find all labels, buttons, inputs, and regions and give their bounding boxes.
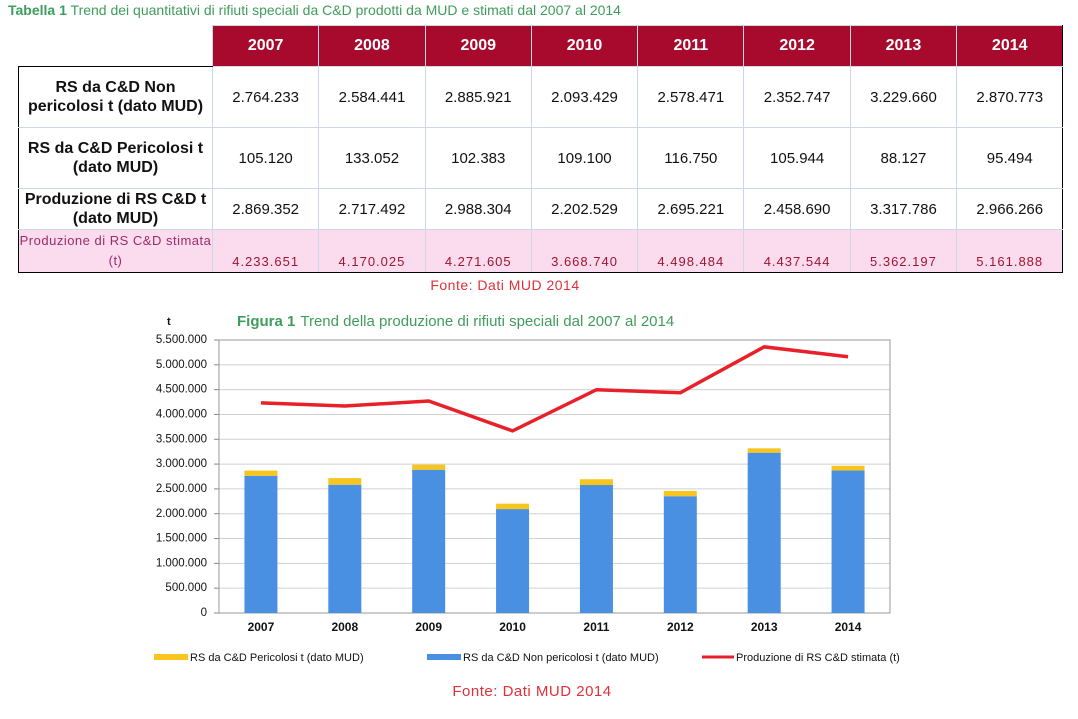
- column-header: 2010: [530, 25, 639, 67]
- legend-swatch: [427, 654, 461, 660]
- table-row: RS da C&D Pericolosi t (dato MUD) 105.120…: [18, 127, 1064, 189]
- table-row: RS da C&D Non pericolosi t (dato MUD) 2.7…: [18, 66, 1064, 128]
- bar: [831, 470, 865, 613]
- cell: 102.383: [424, 127, 532, 189]
- bar: [496, 509, 530, 613]
- cell: 2.202.529: [530, 188, 639, 230]
- chart-source: Fonte: Dati MUD 2014: [452, 683, 611, 700]
- y-tick-label: 500.000: [165, 582, 207, 594]
- table-caption: Tabella 1 Trend dei quantitativi di rifi…: [8, 2, 621, 18]
- cell: 109.100: [530, 127, 639, 189]
- column-header: 2014: [956, 25, 1064, 67]
- cell: 2.717.492: [318, 188, 426, 230]
- cell: 2.695.221: [637, 188, 745, 230]
- chart-title: Figura 1 Trend della produzione di rifiut…: [237, 313, 674, 330]
- y-tick-label: 4.000.000: [156, 408, 207, 420]
- y-tick-label: 3.500.000: [156, 433, 207, 445]
- bar: [747, 452, 781, 613]
- plot-border: [218, 339, 891, 614]
- table-row: Produzione di RS C&D t (dato MUD) 2.869.3…: [18, 188, 1064, 230]
- bar: [412, 464, 446, 470]
- x-tick-label: 2007: [248, 620, 275, 634]
- table-source: Fonte: Dati MUD 2014: [430, 277, 580, 293]
- cell: 4.170.025: [318, 229, 426, 273]
- y-tick-label: 2.000.000: [156, 508, 207, 520]
- legend-label: Produzione di RS C&D stimata (t): [736, 652, 900, 664]
- table-row: Produzione di RS C&D stimata (t) 4.233.65…: [18, 229, 1064, 273]
- cell: 95.494: [956, 127, 1064, 189]
- cell: 2.885.921: [424, 66, 532, 128]
- bar: [831, 465, 865, 471]
- y-tick-label: 2.500.000: [156, 483, 207, 495]
- cell: 2.578.471: [637, 66, 745, 128]
- x-tick-label: 2011: [583, 620, 609, 634]
- y-tick-label: 1.000.000: [156, 557, 207, 569]
- bar: [244, 475, 278, 613]
- cell: 2.584.441: [318, 66, 426, 128]
- bar: [663, 490, 697, 497]
- y-tick-label: 1.500.000: [156, 533, 207, 545]
- x-tick-label: 2008: [331, 620, 358, 634]
- data-table: 2007 2008 2009 2010 2011 2012 2013 2014 RS da C&…: [18, 25, 1064, 273]
- bar: [663, 496, 697, 613]
- cell: 2.869.352: [211, 188, 320, 230]
- cell: 133.052: [318, 127, 426, 189]
- cell: 2.966.266: [956, 188, 1064, 230]
- x-tick-label: 2009: [415, 620, 442, 634]
- cell: 3.229.660: [849, 66, 958, 128]
- cell: 5.161.888: [956, 229, 1064, 273]
- cell: 3.668.740: [530, 229, 639, 273]
- cell: 2.352.747: [743, 66, 851, 128]
- cell: 105.120: [211, 127, 320, 189]
- bar: [328, 484, 362, 613]
- title-label: Figura 1: [237, 313, 295, 330]
- column-header: 2009: [424, 25, 532, 67]
- row-label: RS da C&D Non pericolosi t (dato MUD): [18, 66, 213, 128]
- x-tick-label: 2010: [499, 620, 526, 634]
- y-tick-label: 5.500.000: [156, 334, 207, 346]
- title-text: Trend della produzione di rifiuti specia…: [300, 313, 674, 330]
- row-label: Produzione di RS C&D t (dato MUD): [18, 188, 213, 230]
- caption-label: Tabella 1: [8, 2, 67, 18]
- header-row: 2007 2008 2009 2010 2011 2012 2013 2014: [18, 25, 1064, 67]
- legend-swatch: [154, 654, 188, 660]
- column-header: 2011: [637, 25, 745, 67]
- cell: 3.317.786: [849, 188, 958, 230]
- cell: 4.233.651: [211, 229, 320, 273]
- caption-text: Trend dei quantitativi di rifiuti specia…: [70, 2, 621, 18]
- line: [260, 345, 849, 433]
- bar: [579, 479, 613, 486]
- y-tick-label: 4.500.000: [156, 384, 207, 396]
- column-header: 2008: [318, 25, 426, 67]
- cell: 88.127: [849, 127, 958, 189]
- bar: [328, 478, 362, 485]
- x-tick-label: 2012: [667, 620, 694, 634]
- y-tick-label: 0: [201, 607, 207, 619]
- bar: [579, 485, 613, 613]
- blank-header: [18, 25, 213, 67]
- bar: [496, 503, 530, 510]
- cell: 4.498.484: [637, 229, 745, 273]
- bar: [244, 470, 278, 476]
- cell: 2.870.773: [956, 66, 1064, 128]
- legend-label: RS da C&D Pericolosi t (dato MUD): [190, 652, 364, 664]
- cell: 2.764.233: [211, 66, 320, 128]
- legend-label: RS da C&D Non pericolosi t (dato MUD): [463, 652, 659, 664]
- bar: [412, 469, 446, 613]
- cell: 4.437.544: [743, 229, 851, 273]
- x-tick-label: 2013: [751, 620, 778, 634]
- cell: 2.458.690: [743, 188, 851, 230]
- cell: 5.362.197: [849, 229, 958, 273]
- y-tick-label: 3.000.000: [156, 458, 207, 470]
- bar: [747, 448, 781, 453]
- cell: 116.750: [637, 127, 745, 189]
- column-header: 2013: [849, 25, 958, 67]
- y-tick-label: 5.000.000: [156, 359, 207, 371]
- y-axis-label: t: [167, 316, 171, 328]
- row-label: Produzione di RS C&D stimata (t): [18, 229, 213, 273]
- x-tick-label: 2014: [835, 620, 862, 634]
- column-header: 2012: [743, 25, 851, 67]
